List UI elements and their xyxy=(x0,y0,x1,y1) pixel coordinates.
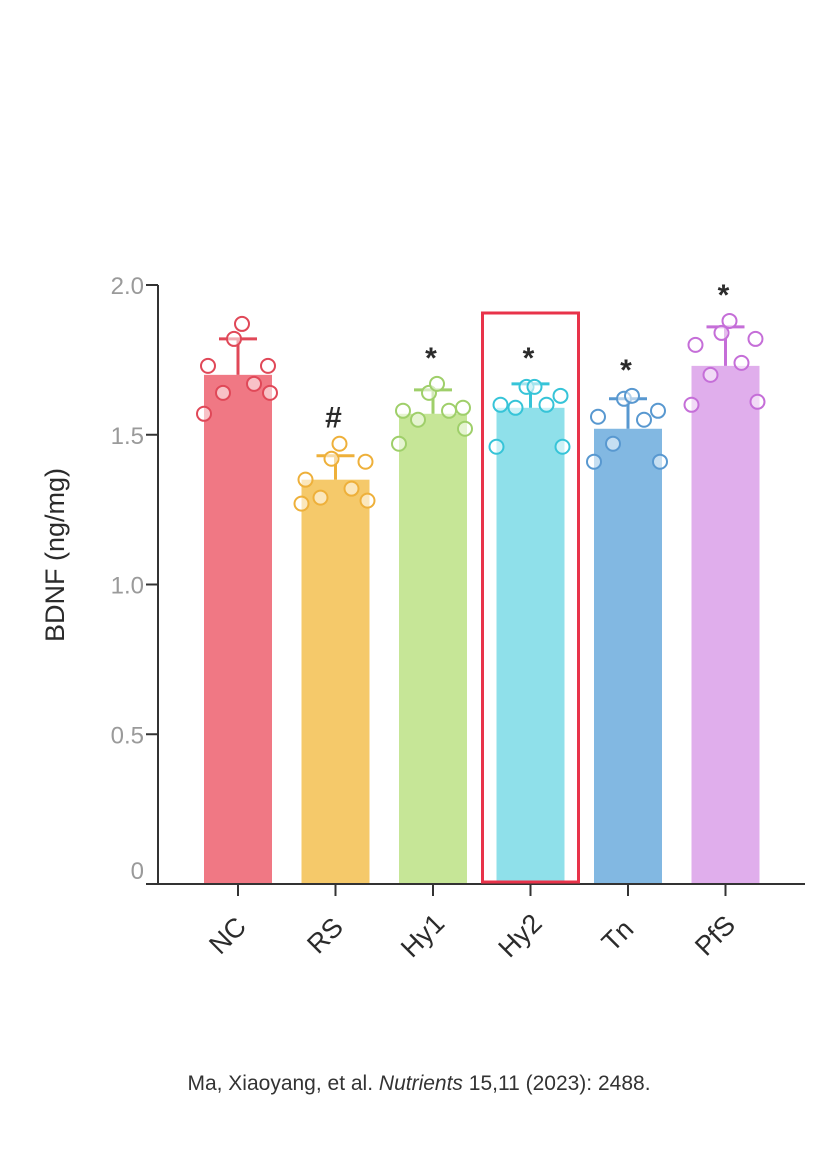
data-point-hy2 xyxy=(526,378,543,395)
data-point-pfs xyxy=(733,354,750,371)
data-point-pfs xyxy=(713,324,730,341)
significance-layer: # * * * * xyxy=(325,279,730,435)
significance-marker-hy1: * xyxy=(425,342,437,375)
category-label-nc: NC xyxy=(203,911,252,960)
data-point-pfs xyxy=(721,312,738,329)
bar-hy2 xyxy=(496,407,565,884)
data-point-rs xyxy=(357,453,374,470)
y-tick-label: 1.5 xyxy=(111,423,144,450)
category-label-hy2: Hy2 xyxy=(493,908,548,963)
data-point-nc xyxy=(196,405,212,422)
data-point-nc xyxy=(234,315,250,332)
y-axis-title: BDNF (ng/mg) xyxy=(40,468,70,642)
data-point-rs xyxy=(297,471,314,488)
data-point-nc xyxy=(260,357,276,374)
significance-marker-rs: # xyxy=(325,402,342,435)
data-point-hy2 xyxy=(507,399,524,416)
data-point-hy2 xyxy=(492,396,509,413)
data-point-nc xyxy=(262,384,278,401)
highlight-box-hy2 xyxy=(481,311,580,884)
citation: Ma, Xiaoyang, et al. Nutrients 15,11 (20… xyxy=(0,1072,838,1096)
data-point-hy2 xyxy=(552,387,569,404)
y-tick-label: 0 xyxy=(131,858,144,885)
data-point-tn xyxy=(652,453,668,470)
data-point-rs xyxy=(293,495,310,512)
significance-marker-tn: * xyxy=(620,354,632,387)
data-point-hy2 xyxy=(554,438,571,455)
data-point-nc xyxy=(226,330,242,347)
bar-hy1 xyxy=(399,413,467,884)
data-point-tn xyxy=(650,402,666,419)
data-point-hy1 xyxy=(455,399,471,416)
bar-rs xyxy=(301,479,370,884)
data-point-tn xyxy=(590,408,606,425)
data-point-tn xyxy=(605,435,621,452)
significance-marker-pfs: * xyxy=(718,279,730,312)
category-label-rs: RS xyxy=(301,912,349,960)
data-points-layer xyxy=(196,312,766,512)
y-tick-label: 0.5 xyxy=(111,722,144,749)
data-point-rs xyxy=(323,450,340,467)
data-point-tn xyxy=(636,411,652,428)
data-point-pfs xyxy=(749,393,766,410)
category-label-pfs: PfS xyxy=(689,910,741,962)
bar-nc xyxy=(204,374,272,884)
data-point-tn xyxy=(586,453,602,470)
category-label-tn: Tn xyxy=(596,914,639,957)
data-point-hy2 xyxy=(538,396,555,413)
data-point-rs xyxy=(343,480,360,497)
data-point-pfs xyxy=(747,330,764,347)
citation-details: 15,11 (2023): 2488. xyxy=(462,1072,651,1095)
data-point-rs xyxy=(312,489,329,506)
data-point-pfs xyxy=(702,366,719,383)
data-point-hy1 xyxy=(391,435,407,452)
citation-authors: Ma, Xiaoyang, et al. xyxy=(187,1072,379,1095)
data-point-rs xyxy=(331,435,348,452)
data-point-nc xyxy=(215,384,231,401)
data-point-nc xyxy=(246,375,262,392)
bars-layer xyxy=(204,365,760,884)
bar-tn xyxy=(594,428,662,884)
data-point-hy1 xyxy=(395,402,411,419)
bar-pfs xyxy=(691,365,760,884)
data-point-hy1 xyxy=(410,411,426,428)
significance-marker-hy2: * xyxy=(523,342,535,375)
y-tick-label: 2.0 xyxy=(111,273,144,300)
data-point-hy1 xyxy=(429,375,445,392)
data-point-tn xyxy=(624,387,640,404)
data-point-hy1 xyxy=(457,420,473,437)
citation-journal: Nutrients xyxy=(378,1072,463,1095)
axes xyxy=(146,284,805,896)
data-point-rs xyxy=(359,492,376,509)
data-point-pfs xyxy=(683,396,700,413)
y-tick-label: 1.0 xyxy=(111,573,144,600)
data-point-hy2 xyxy=(488,438,505,455)
data-point-nc xyxy=(200,357,216,374)
data-point-pfs xyxy=(687,336,704,353)
category-label-hy1: Hy1 xyxy=(395,908,450,963)
data-point-hy1 xyxy=(441,402,457,419)
